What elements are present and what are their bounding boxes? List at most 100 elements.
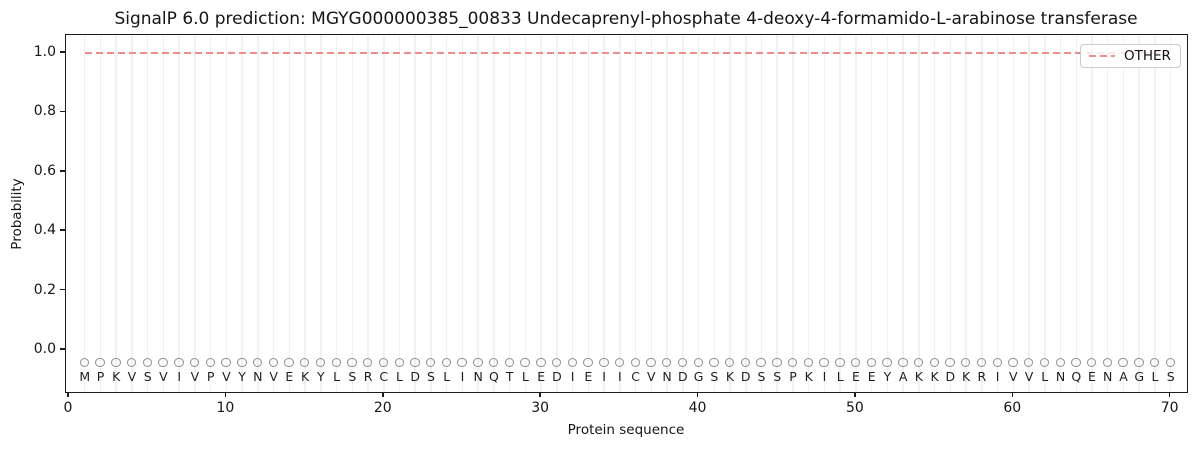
residue-letter: Q [1071, 369, 1082, 384]
gridline [351, 35, 354, 392]
residue-letter: V [127, 369, 137, 384]
residue-letter: T [505, 369, 514, 384]
residue-circle-marker [677, 358, 688, 368]
residue-letter: A [898, 369, 908, 384]
residue-letter: Q [489, 369, 499, 384]
residue-circle-marker [1118, 358, 1128, 368]
gridline [461, 35, 464, 392]
gridline [241, 35, 243, 392]
residue-circle-marker [378, 358, 389, 368]
gridline [1044, 35, 1046, 392]
gridline [918, 35, 920, 392]
residue-circle-marker [693, 358, 703, 368]
residue-letter: L [396, 369, 403, 384]
gridline [115, 35, 117, 392]
residue-letter: V [159, 369, 168, 384]
residue-letter: E [584, 369, 593, 384]
residue-letter: P [789, 369, 797, 384]
gridline [760, 35, 763, 392]
gridline [272, 35, 275, 392]
residue-circle-marker [929, 358, 939, 368]
residue-circle-marker [1055, 358, 1065, 368]
residue-circle-marker [835, 358, 845, 368]
residue-letter: E [867, 369, 876, 384]
y-tick-label: 0.0 [33, 341, 56, 357]
residue-letter: E [285, 369, 294, 384]
gridline [902, 35, 904, 392]
residue-letter: E [537, 369, 546, 384]
residue-letter: C [379, 369, 389, 384]
residue-circle-marker [268, 358, 278, 368]
gridline [886, 35, 889, 392]
residue-circle-marker [142, 358, 153, 368]
gridline [571, 35, 574, 392]
gridline [398, 35, 401, 392]
residue-circle-marker [394, 358, 404, 368]
residue-letter: L [1041, 369, 1049, 384]
residue-circle-marker [1024, 358, 1034, 368]
residue-circle-marker [819, 358, 829, 368]
residue-circle-marker [79, 358, 90, 368]
gridline [225, 35, 228, 392]
x-tick [539, 392, 541, 397]
gridline [634, 35, 637, 392]
residue-letter: Y [883, 369, 892, 384]
residue-letter: I [177, 369, 181, 384]
x-tick [854, 392, 856, 397]
y-tick-label: 0.6 [33, 162, 56, 179]
gridline [996, 35, 999, 392]
gridline [304, 35, 306, 392]
residue-letter: Y [238, 369, 246, 384]
gridline [493, 35, 495, 392]
residue-circle-marker [237, 358, 247, 368]
residue-circle-marker [205, 358, 216, 368]
y-tick [60, 51, 65, 53]
gridline [131, 35, 133, 392]
residue-circle-marker [473, 358, 483, 368]
residue-circle-marker [189, 358, 200, 368]
residue-letter: D [945, 369, 956, 384]
y-tick [60, 170, 65, 172]
gridline [257, 35, 259, 392]
residue-letter: I [602, 369, 606, 384]
x-tick-label: 10 [216, 400, 235, 416]
residue-letter: P [206, 369, 215, 384]
residue-circle-marker [740, 358, 751, 368]
gridline [540, 35, 542, 392]
residue-circle-marker [945, 358, 955, 368]
residue-circle-marker [992, 358, 1002, 368]
y-tick [60, 288, 65, 291]
residue-letter: V [269, 369, 278, 384]
gridline [745, 35, 747, 392]
residue-circle-marker [410, 358, 420, 368]
residue-circle-marker [536, 358, 546, 368]
gridline [1059, 35, 1062, 392]
gridline [603, 35, 605, 392]
residue-circle-marker [1165, 358, 1176, 368]
x-tick-label: 70 [1160, 400, 1179, 416]
residue-letter: A [1119, 369, 1128, 384]
residue-letter: S [773, 369, 782, 384]
gridline [1169, 35, 1172, 392]
residue-letter: L [836, 369, 844, 384]
residue-letter: P [96, 369, 105, 384]
residue-letter: S [427, 369, 435, 384]
residue-circle-marker [787, 358, 798, 368]
residue-letter: N [253, 369, 263, 384]
gridline [1028, 35, 1030, 392]
gridline [1122, 35, 1125, 392]
residue-circle-marker [725, 358, 735, 368]
gridline [697, 35, 700, 392]
residue-circle-marker [882, 358, 892, 368]
gridline [1154, 35, 1156, 392]
x-tick-label: 0 [63, 400, 73, 416]
residue-letter: N [1055, 369, 1066, 384]
residue-letter: V [190, 369, 200, 384]
residue-circle-marker [803, 358, 814, 368]
gridline [320, 35, 322, 392]
residue-circle-marker [961, 358, 971, 368]
residue-circle-marker [709, 358, 719, 368]
residue-circle-marker [520, 358, 530, 368]
residue-circle-marker [95, 358, 105, 368]
